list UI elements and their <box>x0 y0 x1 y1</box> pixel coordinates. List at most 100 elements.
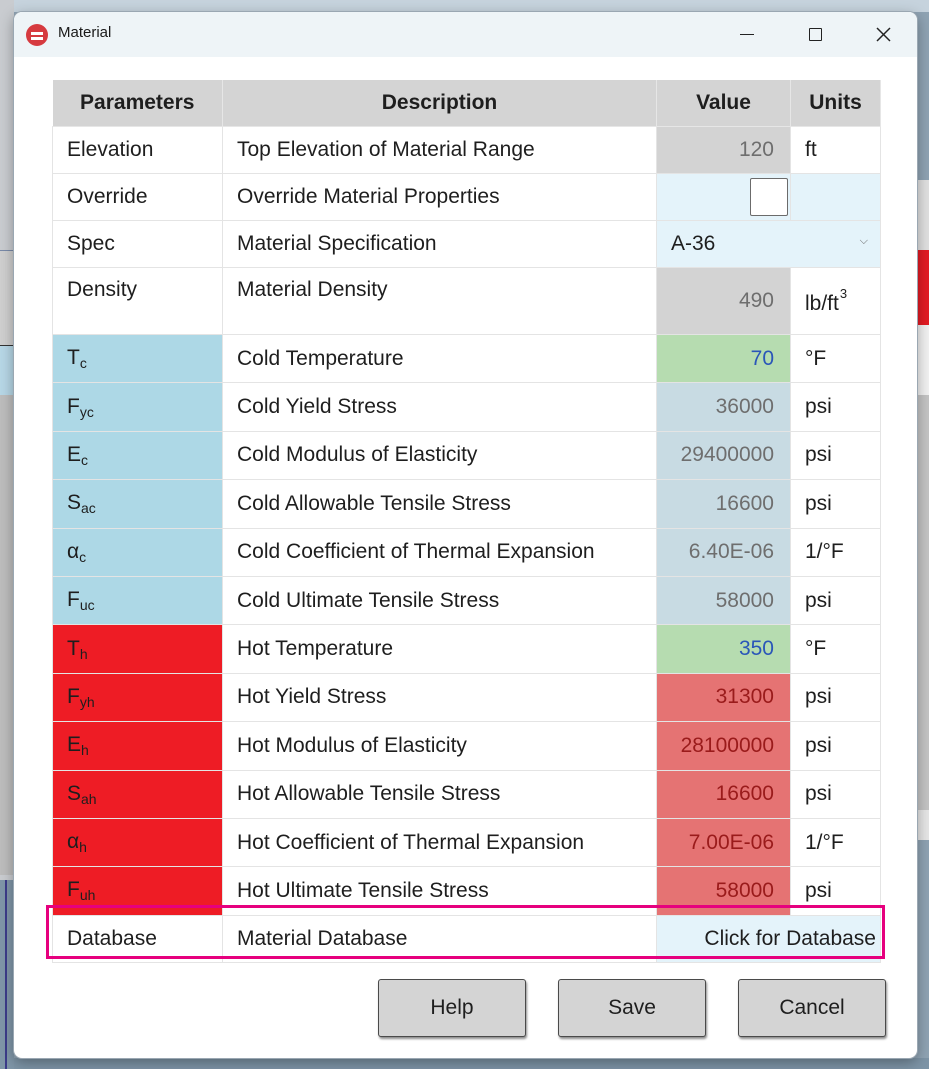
param-subscript: h <box>79 645 88 662</box>
value-cell: 31300 <box>656 672 791 723</box>
desc-cell: Cold Temperature <box>222 333 657 384</box>
param-subscript: c <box>79 355 87 372</box>
value-cell: 58000 <box>656 575 791 626</box>
background-panel <box>917 180 929 250</box>
table-row-cold-modulus: Ec Cold Modulus of Elasticity 29400000 p… <box>52 430 881 481</box>
param-cell: Override <box>52 173 223 221</box>
units-superscript: 3 <box>839 286 848 301</box>
desc-cell: Hot Ultimate Tensile Stress <box>222 866 657 916</box>
param-subscript: h <box>81 742 89 759</box>
table-row-cold-thermal-expansion: αc Cold Coefficient of Thermal Expansion… <box>52 527 881 577</box>
background-panel <box>0 395 14 875</box>
param-symbol: α <box>67 539 80 563</box>
desc-cell: Hot Temperature <box>222 624 657 674</box>
param-symbol: F <box>67 394 80 418</box>
param-cell: Fyc <box>52 382 223 432</box>
units-cell: psi <box>790 430 881 481</box>
value-cell: 16600 <box>656 479 791 529</box>
units-cell: psi <box>790 721 881 771</box>
close-button[interactable] <box>860 12 906 57</box>
param-symbol: E <box>67 733 82 757</box>
override-checkbox[interactable] <box>750 178 788 216</box>
table-row-database: Database Material Database Click for Dat… <box>52 914 881 963</box>
value-cell: 7.00E-06 <box>656 817 791 868</box>
param-subscript: yc <box>79 403 94 420</box>
units-cell <box>790 173 881 221</box>
cold-temperature-input[interactable]: 70 <box>656 333 791 384</box>
header-parameters: Parameters <box>52 80 223 127</box>
desc-cell: Hot Coefficient of Thermal Expansion <box>222 817 657 868</box>
desc-cell: Cold Yield Stress <box>222 382 657 432</box>
background-app <box>14 0 929 12</box>
units-cell: 1/°F <box>790 527 881 577</box>
save-button[interactable]: Save <box>558 979 706 1037</box>
table-header: Parameters Description Value Units <box>52 80 881 127</box>
param-cell: Fuc <box>52 575 223 626</box>
param-symbol: S <box>67 491 82 515</box>
units-cell: lb/ft3 <box>790 267 881 335</box>
param-cell: Sac <box>52 479 223 529</box>
elevation-value: 120 <box>656 126 791 174</box>
table-row-cold-allowable-stress: Sac Cold Allowable Tensile Stress 16600 … <box>52 479 881 529</box>
minimize-icon <box>740 33 754 36</box>
material-properties-table: Parameters Description Value Units Eleva… <box>52 80 881 963</box>
background-panel <box>917 250 929 325</box>
param-cell: Density <box>52 267 223 335</box>
table-row-density: Density Material Density 490 lb/ft3 <box>52 267 881 335</box>
param-cell: Tc <box>52 333 223 384</box>
background-app-bottom <box>14 1058 929 1069</box>
param-subscript: ah <box>81 790 97 807</box>
desc-cell: Override Material Properties <box>222 173 657 221</box>
background-panel <box>917 810 929 840</box>
title-bar[interactable]: Material <box>14 12 917 57</box>
cancel-button[interactable]: Cancel <box>738 979 886 1037</box>
table-row-hot-allowable-stress: Sah Hot Allowable Tensile Stress 16600 p… <box>52 769 881 819</box>
header-description: Description <box>222 80 657 127</box>
desc-cell: Material Specification <box>222 220 657 268</box>
table-row-hot-modulus: Eh Hot Modulus of Elasticity 28100000 ps… <box>52 721 881 771</box>
param-symbol: T <box>67 346 80 370</box>
units-cell: °F <box>790 624 881 674</box>
spec-selected-value: A-36 <box>671 232 716 255</box>
table-row-hot-temperature: Th Hot Temperature 350 °F <box>52 624 881 674</box>
param-cell: Th <box>52 624 223 674</box>
help-button[interactable]: Help <box>378 979 526 1037</box>
value-cell: 29400000 <box>656 430 791 481</box>
param-subscript: c <box>81 451 89 468</box>
desc-cell: Material Database <box>222 914 657 963</box>
maximize-button[interactable] <box>792 12 838 57</box>
table-row-elevation: Elevation Top Elevation of Material Rang… <box>52 126 881 174</box>
desc-cell: Material Density <box>222 267 657 335</box>
table-row-hot-thermal-expansion: αh Hot Coefficient of Thermal Expansion … <box>52 817 881 868</box>
param-cell: Elevation <box>52 126 223 174</box>
param-cell: αc <box>52 527 223 577</box>
param-cell: αh <box>52 817 223 868</box>
table-row-hot-ultimate-stress: Fuh Hot Ultimate Tensile Stress 58000 ps… <box>52 866 881 916</box>
param-subscript: ac <box>81 500 96 517</box>
param-subscript: uc <box>79 597 95 614</box>
background-line <box>5 880 7 1069</box>
spec-dropdown[interactable]: A-36 ⌵ <box>656 220 881 268</box>
param-cell: Sah <box>52 769 223 819</box>
hot-temperature-input[interactable]: 350 <box>656 624 791 674</box>
minimize-button[interactable] <box>724 12 770 57</box>
units-cell: psi <box>790 672 881 723</box>
header-units: Units <box>790 80 881 127</box>
param-symbol: S <box>67 781 82 805</box>
desc-cell: Cold Allowable Tensile Stress <box>222 479 657 529</box>
table-row-cold-temperature: Tc Cold Temperature 70 °F <box>52 333 881 384</box>
param-subscript: h <box>79 839 87 856</box>
header-value: Value <box>656 80 791 127</box>
param-cell: Database <box>52 914 223 963</box>
param-cell: Ec <box>52 430 223 481</box>
desc-cell: Top Elevation of Material Range <box>222 126 657 174</box>
desc-cell: Cold Modulus of Elasticity <box>222 430 657 481</box>
close-icon <box>875 27 891 42</box>
chevron-down-icon: ⌵ <box>859 235 868 247</box>
desc-cell: Hot Yield Stress <box>222 672 657 723</box>
click-for-database-button[interactable]: Click for Database <box>656 914 881 963</box>
param-symbol: F <box>67 878 80 902</box>
desc-cell: Cold Ultimate Tensile Stress <box>222 575 657 626</box>
value-cell: 36000 <box>656 382 791 432</box>
desc-cell: Hot Allowable Tensile Stress <box>222 769 657 819</box>
